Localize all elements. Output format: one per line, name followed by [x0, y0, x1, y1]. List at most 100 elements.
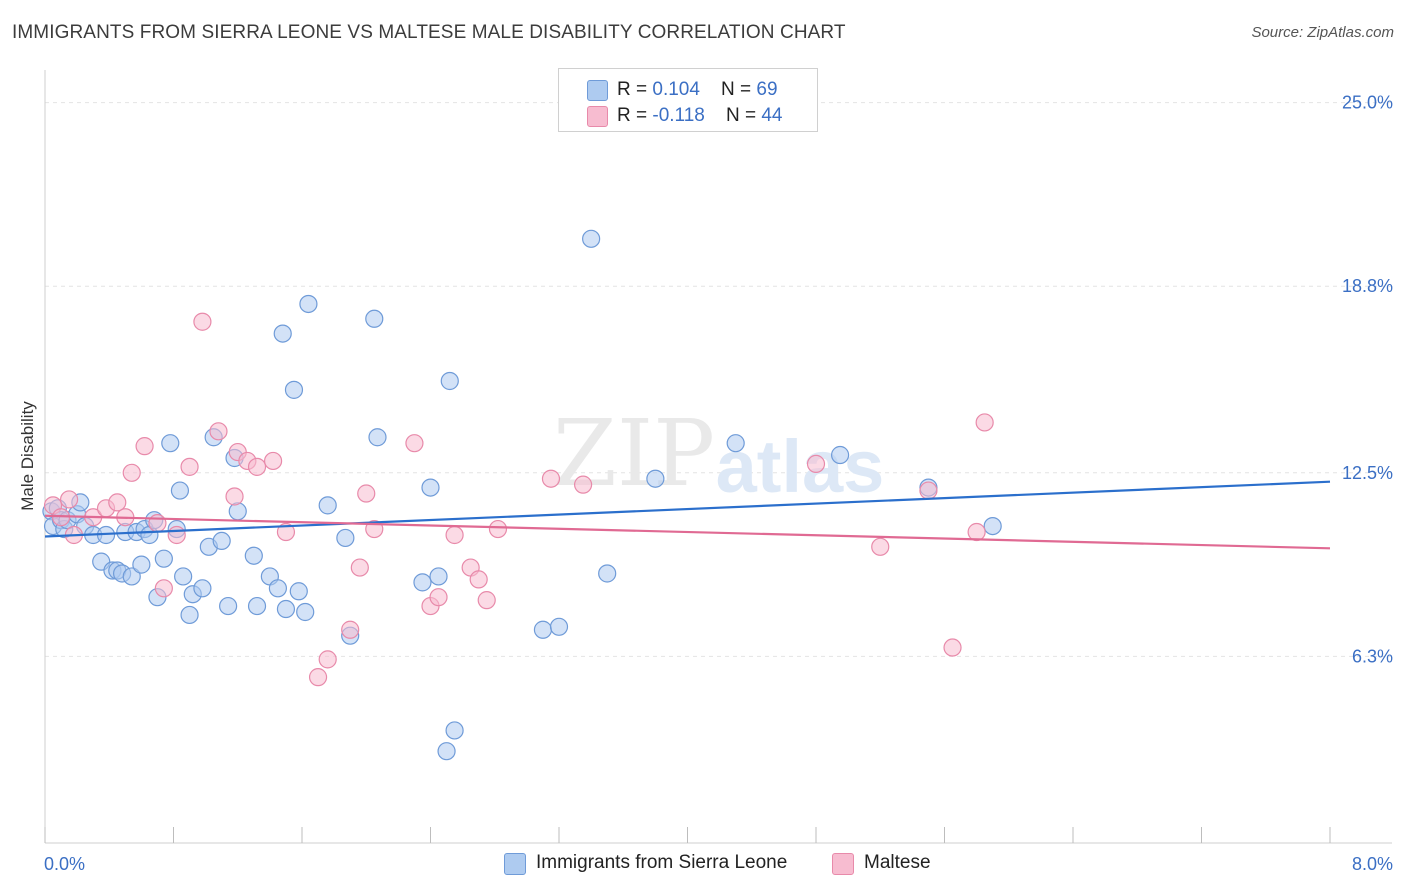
- maltese-point: [975, 413, 994, 432]
- sierra-leone-point: [174, 567, 193, 586]
- sierra-leone-point: [268, 579, 288, 598]
- maltese-point: [318, 650, 337, 669]
- sierra-leone-point: [646, 469, 665, 488]
- sierra-leone-point: [983, 516, 1002, 536]
- sierra-leone-point: [299, 294, 318, 314]
- sierra-leone-point: [598, 564, 617, 583]
- legend-n-label: N =: [725, 105, 762, 126]
- tick-label-layer: 6.3% 12.5% 18.8% 25.0% 0.0% 8.0%: [44, 93, 1393, 874]
- points-layer: [42, 229, 1002, 761]
- sierra-leone-point: [429, 567, 448, 586]
- y-tick-label: 12.5%: [1342, 463, 1393, 483]
- legend-swatch-pink: [587, 106, 608, 127]
- x-tick-label: 0.0%: [44, 854, 85, 874]
- maltese-point: [806, 454, 826, 474]
- legend-r-label: R =: [617, 79, 653, 100]
- maltese-point: [135, 437, 154, 456]
- maltese-point: [477, 591, 496, 610]
- sierra-leone-point: [368, 428, 387, 447]
- legend-n-value: 44: [761, 105, 783, 126]
- sierra-leone-point: [830, 445, 850, 465]
- x-tick-label: 8.0%: [1352, 854, 1393, 874]
- maltese-point: [445, 525, 464, 545]
- sierra-leone-point: [413, 573, 432, 592]
- maltese-trend-line: [44, 514, 1331, 550]
- sierra-leone-trend-line: [44, 480, 1331, 538]
- sierra-leone-point: [228, 502, 247, 521]
- stats-legend: R = 0.104 N = 69 R = -0.118 N = 44: [558, 68, 818, 132]
- sierra-leone-point: [336, 528, 355, 548]
- grid-layer: [45, 102, 1392, 657]
- sierra-leone-point: [289, 582, 308, 601]
- legend-swatch-blue: [587, 80, 608, 101]
- bottom-legend-label: Maltese: [864, 852, 931, 873]
- sierra-leone-point: [318, 496, 337, 515]
- sierra-leone-point: [437, 742, 456, 761]
- sierra-leone-point: [440, 371, 459, 391]
- maltese-point: [148, 514, 167, 533]
- y-tick-label: 18.8%: [1342, 276, 1393, 296]
- sierra-leone-point: [582, 229, 601, 248]
- maltese-point: [488, 519, 508, 539]
- sierra-leone-point: [421, 478, 440, 497]
- sierra-leone-point: [276, 599, 296, 619]
- maltese-point: [276, 522, 296, 542]
- maltese-point: [573, 475, 593, 494]
- legend-r-value: -0.118: [652, 105, 705, 126]
- maltese-point: [167, 525, 186, 545]
- trend-layer: [44, 480, 1331, 550]
- maltese-point: [247, 457, 267, 476]
- y-tick-label: 6.3%: [1352, 646, 1393, 666]
- bottom-legend-swatch-pink: [832, 853, 854, 875]
- axis-layer: [44, 70, 1392, 844]
- maltese-point: [108, 493, 127, 512]
- maltese-point: [967, 522, 986, 542]
- source-label: Source: ZipAtlas.com: [1251, 24, 1394, 41]
- legend-r-label: R =: [617, 105, 653, 126]
- legend-n-label: N =: [721, 79, 757, 100]
- sierra-leone-point: [154, 549, 173, 568]
- sierra-leone-point: [219, 596, 238, 616]
- maltese-point: [59, 490, 79, 509]
- maltese-point: [308, 668, 328, 687]
- sierra-leone-point: [445, 721, 464, 740]
- maltese-point: [263, 451, 283, 471]
- maltese-point: [209, 422, 228, 441]
- y-axis-label: Male Disability: [18, 401, 37, 511]
- maltese-point: [350, 558, 369, 577]
- sierra-leone-point: [122, 567, 141, 586]
- bottom-legend-label: Immigrants from Sierra Leone: [536, 852, 788, 873]
- sierra-leone-point: [212, 531, 231, 551]
- sierra-leone-point: [170, 481, 190, 500]
- sierra-leone-point: [296, 602, 315, 622]
- maltese-point: [154, 579, 173, 598]
- sierra-leone-point: [244, 546, 263, 565]
- sierra-leone-point: [533, 620, 553, 639]
- sierra-leone-point: [161, 434, 180, 453]
- sierra-leone-point: [193, 579, 212, 598]
- maltese-point: [871, 537, 890, 556]
- sierra-leone-point: [132, 555, 151, 574]
- sierra-leone-point: [549, 617, 569, 636]
- chart-title: IMMIGRANTS FROM SIERRA LEONE VS MALTESE …: [12, 22, 846, 43]
- watermark-atlas: atlas: [716, 425, 885, 508]
- maltese-point: [180, 457, 199, 476]
- sierra-leone-point: [365, 309, 384, 328]
- sierra-leone-point: [180, 605, 199, 625]
- maltese-point: [541, 469, 561, 488]
- legend-r-value: 0.104: [652, 79, 700, 100]
- maltese-point: [943, 638, 962, 657]
- maltese-point: [405, 434, 424, 453]
- sierra-leone-point: [284, 380, 304, 399]
- maltese-point: [225, 487, 244, 506]
- maltese-point: [341, 620, 360, 639]
- sierra-leone-point: [726, 434, 745, 453]
- watermark: ZIP atlas: [553, 400, 884, 508]
- bottom-legend-swatch-blue: [504, 853, 526, 875]
- sierra-leone-point: [273, 324, 292, 343]
- maltese-point: [193, 312, 212, 331]
- maltese-point: [469, 570, 488, 589]
- sierra-leone-point: [247, 596, 267, 616]
- maltese-point: [429, 588, 448, 607]
